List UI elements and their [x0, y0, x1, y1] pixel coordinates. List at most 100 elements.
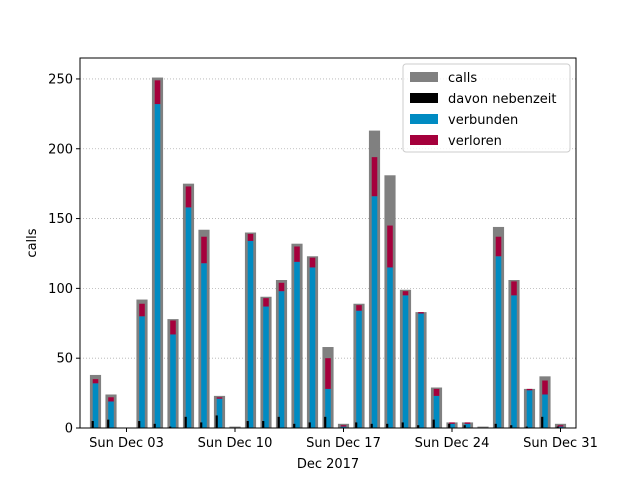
bar-davon-nebenzeit: [107, 419, 110, 428]
bar-davon-nebenzeit: [246, 421, 249, 428]
legend-swatch: [410, 72, 438, 82]
bar-davon-nebenzeit: [541, 416, 544, 428]
y-tick-label: 50: [56, 352, 73, 367]
bar-davon-nebenzeit: [525, 426, 528, 428]
bar-verloren: [278, 282, 285, 292]
y-tick-label: 250: [48, 72, 73, 87]
bar-verloren: [402, 291, 409, 296]
bar-davon-nebenzeit: [262, 421, 265, 428]
bar-calls: [229, 426, 241, 428]
bar-verbunden: [325, 388, 331, 428]
x-tick-label: Sun Dec 10: [198, 436, 273, 451]
bar-verloren: [325, 358, 331, 389]
bar-davon-nebenzeit: [153, 423, 156, 428]
bar-verbunden: [278, 291, 285, 428]
bar-davon-nebenzeit: [556, 426, 559, 428]
bar-davon-nebenzeit: [200, 422, 203, 428]
bar-verbunden: [154, 104, 161, 428]
bar-verbunden: [449, 423, 455, 428]
bar-verbunden: [387, 267, 393, 428]
x-tick-label: Sun Dec 17: [306, 436, 381, 451]
bar-verloren: [247, 233, 254, 241]
bar-verbunden: [201, 263, 207, 428]
bar-davon-nebenzeit: [169, 426, 172, 428]
bar-verloren: [526, 388, 533, 391]
bar-verloren: [464, 422, 471, 424]
bar-davon-nebenzeit: [401, 422, 404, 428]
bar-verbunden: [356, 310, 362, 428]
legend-label: verloren: [448, 134, 502, 149]
axes: [79, 57, 577, 429]
bar-verloren: [139, 303, 145, 317]
bar-verloren: [542, 380, 548, 395]
bar-verloren: [108, 397, 114, 402]
bar-verbunden: [247, 240, 254, 428]
x-tick-label: Sun Dec 31: [523, 436, 598, 451]
bar-verbunden: [418, 313, 424, 428]
bar-verloren: [418, 312, 424, 314]
bar-verloren: [356, 305, 362, 311]
bar-davon-nebenzeit: [293, 423, 296, 428]
bar-verbunden: [495, 256, 502, 428]
bar-davon-nebenzeit: [184, 416, 187, 428]
plot-frame: [79, 57, 577, 429]
bar-verbunden: [216, 398, 223, 428]
bar-calls: [477, 426, 489, 428]
y-axis-label: calls: [25, 228, 40, 257]
bar-verbunden: [542, 394, 548, 428]
legend-swatch: [410, 93, 438, 103]
bar-davon-nebenzeit: [370, 423, 373, 428]
bar-verbunden: [92, 383, 99, 428]
y-axis-ticks: 0 50 100 150 200 250: [48, 72, 80, 437]
bar-davon-nebenzeit: [277, 416, 280, 428]
bar-verbunden: [557, 426, 564, 428]
bars: [89, 77, 567, 429]
legend-label: davon nebenzeit: [448, 92, 557, 107]
x-tick-label: Sun Dec 03: [89, 436, 164, 451]
bar-verloren: [387, 225, 393, 268]
x-axis-label: Dec 2017: [297, 457, 359, 472]
bar-verbunden: [402, 295, 409, 428]
y-tick-label: 0: [65, 422, 73, 437]
bar-verbunden: [170, 334, 176, 428]
bar-verloren: [216, 397, 223, 399]
bar-verloren: [371, 157, 378, 197]
bar-davon-nebenzeit: [308, 422, 311, 428]
bar-verbunden: [294, 261, 300, 428]
bar-davon-nebenzeit: [494, 423, 497, 428]
y-tick-label: 200: [48, 142, 73, 157]
bar-verloren: [294, 246, 300, 262]
y-tick-label: 150: [48, 212, 73, 227]
bar-verloren: [557, 425, 564, 427]
legend-swatch: [410, 114, 438, 124]
legend: calls davon nebenzeit verbunden verloren: [402, 63, 571, 153]
bar-verloren: [511, 281, 517, 296]
bar-verbunden: [263, 306, 269, 428]
x-axis-ticks: Sun Dec 03 Sun Dec 10 Sun Dec 17 Sun Dec 24…: [89, 428, 598, 451]
bar-verbunden: [371, 196, 378, 428]
bar-davon-nebenzeit: [91, 421, 94, 428]
bar-davon-nebenzeit: [432, 419, 435, 428]
bar-verloren: [201, 236, 207, 264]
bar-verbunden: [108, 401, 114, 428]
bar-davon-nebenzeit: [386, 423, 389, 428]
bar-verbunden: [309, 267, 316, 428]
bar-verbunden: [464, 423, 471, 428]
bar-davon-nebenzeit: [355, 422, 358, 428]
bar-davon-nebenzeit: [463, 425, 466, 428]
bar-verbunden: [511, 295, 517, 428]
x-tick-label: Sun Dec 24: [415, 436, 490, 451]
legend-label: calls: [448, 71, 477, 86]
bar-verloren: [433, 388, 440, 396]
bar-davon-nebenzeit: [417, 425, 420, 428]
bar-verloren: [309, 257, 316, 268]
bar-verloren: [263, 298, 269, 307]
bar-davon-nebenzeit: [215, 415, 218, 428]
bar-verloren: [495, 236, 502, 257]
legend-box: [402, 63, 571, 153]
bar-verbunden: [433, 395, 440, 428]
bar-verloren: [185, 186, 192, 208]
y-tick-label: 100: [48, 282, 73, 297]
bar-davon-nebenzeit: [138, 421, 141, 428]
